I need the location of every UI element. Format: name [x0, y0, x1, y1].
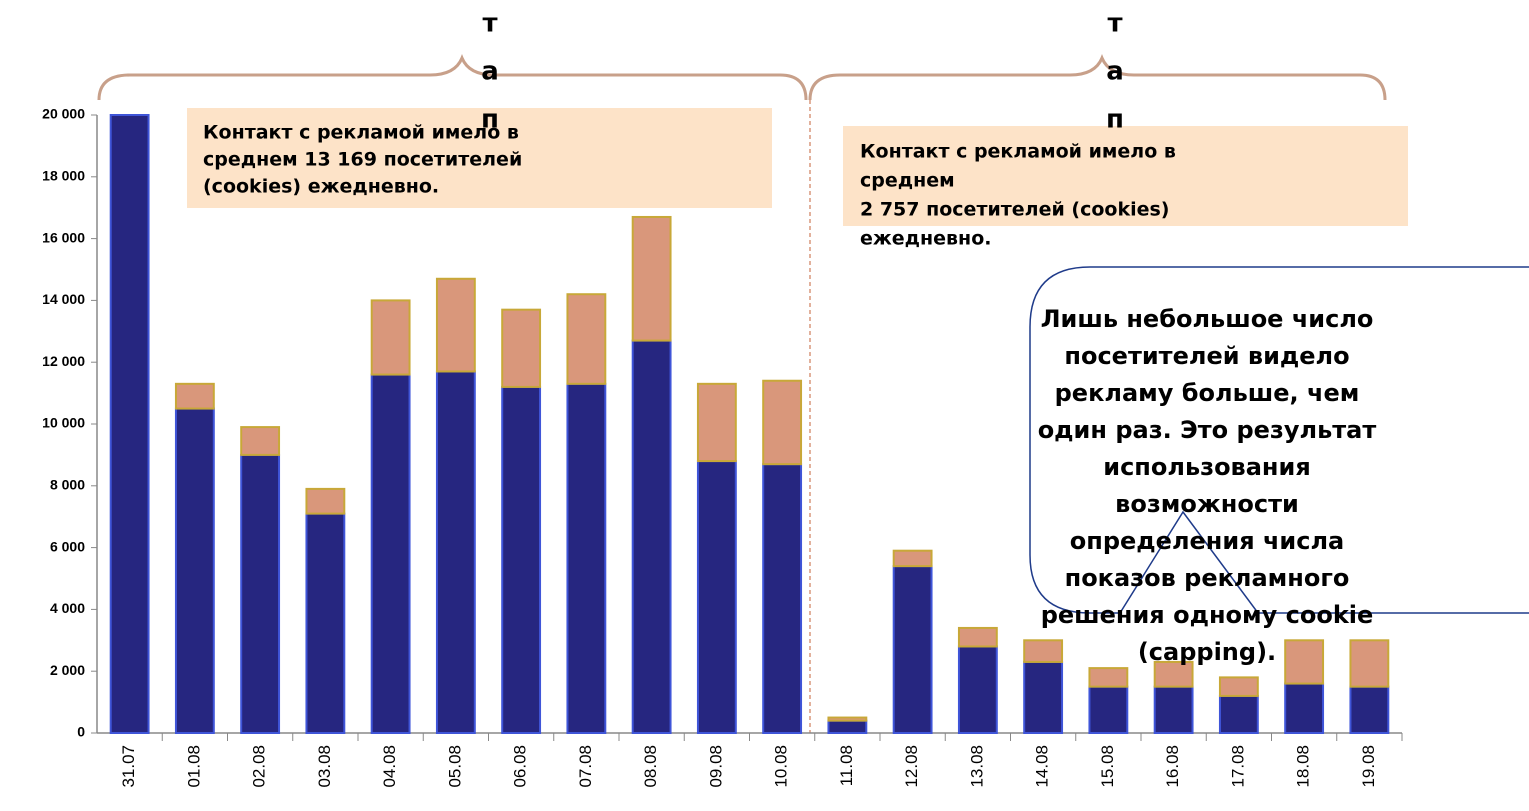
- bar-segment: [370, 299, 411, 376]
- bar-segment: [1153, 660, 1194, 688]
- bar-segment: [240, 426, 281, 456]
- x-tick-label: 02.08: [250, 745, 269, 788]
- callout-text: (capping).: [1138, 638, 1276, 666]
- bar-segment: [435, 370, 476, 734]
- x-tick-label: 12.08: [902, 745, 921, 788]
- bar-segment: [1088, 667, 1129, 688]
- x-tick-label: 18.08: [1294, 745, 1313, 788]
- bar-segment: [892, 549, 933, 568]
- x-tick-label: 01.08: [184, 745, 203, 788]
- stage-label: а: [481, 57, 499, 87]
- bar-segment: [957, 645, 998, 734]
- bar-segment: [696, 460, 737, 734]
- x-tick-label: 08.08: [641, 745, 660, 788]
- bar-segment: [109, 114, 150, 734]
- bar-segment: [435, 277, 476, 373]
- y-tick-label: 10 000: [42, 415, 85, 431]
- y-tick-label: 4 000: [50, 600, 85, 616]
- stage-label: п: [1106, 105, 1124, 135]
- note-text: 2 757 посетителей (cookies): [860, 199, 1169, 221]
- callout-text: возможности: [1115, 490, 1299, 518]
- bar-segment: [1349, 639, 1390, 688]
- y-tick-label: 0: [77, 724, 85, 740]
- stage-label: п: [481, 105, 499, 135]
- bar-segment: [892, 565, 933, 735]
- bar-segment: [501, 308, 542, 388]
- note-text: ежедневно.: [860, 228, 991, 250]
- bar-segment: [1088, 685, 1129, 735]
- bar-segment: [1023, 639, 1064, 663]
- x-tick-label: 13.08: [967, 745, 986, 788]
- brace: [808, 54, 1387, 101]
- x-tick-label: 04.08: [380, 745, 399, 788]
- callout-text: определения числа: [1070, 527, 1345, 555]
- bar-segment: [1349, 685, 1390, 735]
- y-tick-label: 2 000: [50, 662, 85, 678]
- x-tick-label: 15.08: [1098, 745, 1117, 788]
- bar-segment: [631, 215, 672, 342]
- callout-text: использования: [1103, 453, 1311, 481]
- callout-text: показов рекламного: [1065, 564, 1350, 592]
- stage-label: а: [1106, 57, 1124, 87]
- note-box: [187, 108, 772, 208]
- y-tick-label: 16 000: [42, 229, 85, 245]
- bar-segment: [1218, 694, 1259, 734]
- brace: [97, 54, 808, 101]
- bar-segment: [957, 626, 998, 648]
- bar-segment: [305, 512, 346, 734]
- callout-text: рекламу больше, чем: [1055, 379, 1360, 407]
- bar-segment: [1284, 639, 1325, 685]
- bar-segment: [1153, 685, 1194, 735]
- y-tick-label: 20 000: [42, 106, 85, 122]
- bar-segment: [696, 382, 737, 463]
- x-tick-label: 09.08: [706, 745, 725, 788]
- callout-box: [1029, 266, 1529, 614]
- x-tick-label: 10.08: [772, 745, 791, 788]
- note-text: среднем: [860, 170, 955, 192]
- bar-segment: [827, 719, 868, 735]
- note-text: (cookies) ежедневно.: [203, 176, 439, 198]
- bar-segment: [762, 379, 803, 466]
- x-tick-label: 11.08: [837, 745, 856, 786]
- x-tick-label: 16.08: [1163, 745, 1182, 788]
- bar-segment: [174, 382, 215, 410]
- bar-segment: [827, 716, 868, 722]
- bar-segment: [1284, 682, 1325, 734]
- callout-text: Лишь небольшое число: [1041, 305, 1374, 333]
- x-tick-label: 05.08: [445, 745, 464, 788]
- note-text: Контакт с рекламой имело в: [203, 122, 519, 144]
- x-tick-label: 03.08: [315, 745, 334, 788]
- x-tick-label: 19.08: [1359, 745, 1378, 788]
- y-tick-label: 12 000: [42, 353, 85, 369]
- bar-segment: [1023, 660, 1064, 734]
- x-tick-label: 07.08: [576, 745, 595, 788]
- bar-segment: [1218, 676, 1259, 697]
- bar-segment: [566, 382, 607, 734]
- y-tick-label: 6 000: [50, 538, 85, 554]
- stage-label: т: [482, 9, 497, 39]
- bar-segment: [174, 407, 215, 734]
- bar-segment: [240, 453, 281, 734]
- callout-text: решения одному cookie: [1041, 601, 1374, 629]
- x-tick-label: 14.08: [1033, 745, 1052, 788]
- bar-segment: [762, 463, 803, 734]
- callout-text: посетителей видело: [1064, 342, 1349, 370]
- x-tick-label: 06.08: [511, 745, 530, 788]
- y-tick-label: 14 000: [42, 291, 85, 307]
- y-tick-label: 18 000: [42, 168, 85, 184]
- note-box: [843, 126, 1408, 226]
- bar-segment: [305, 487, 346, 515]
- note-text: Контакт с рекламой имело в: [860, 141, 1176, 163]
- stage-label: т: [1107, 9, 1122, 39]
- callout-text: один раз. Это результат: [1038, 416, 1377, 444]
- x-tick-label: 31.07: [119, 745, 138, 788]
- note-text: среднем 13 169 посетителей: [203, 149, 522, 171]
- x-tick-label: 17.08: [1228, 745, 1247, 788]
- bar-segment: [631, 339, 672, 734]
- bar-segment: [566, 293, 607, 385]
- bar-segment: [370, 373, 411, 734]
- bar-segment: [501, 385, 542, 734]
- y-tick-label: 8 000: [50, 477, 85, 493]
